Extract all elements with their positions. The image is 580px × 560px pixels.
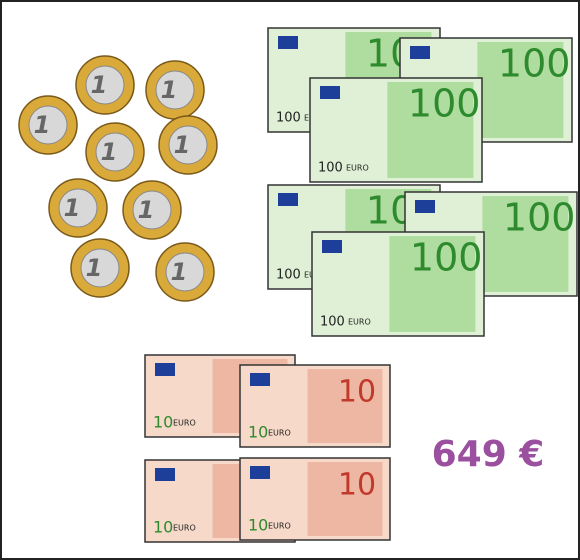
coin-label: 1 [86,254,103,282]
coin-label: 1 [171,258,188,286]
coin-label: 1 [161,76,178,104]
eu-flag [155,468,175,481]
coin-label: 1 [138,196,155,224]
note-value: 100 [498,42,571,86]
note-corner: 10 [153,518,173,537]
coin: 1 [146,61,204,119]
eu-flag [250,373,270,386]
coin-label: 1 [64,194,81,222]
eu-flag [415,200,435,213]
coin-label: 1 [101,138,118,166]
coin: 1 [49,179,107,237]
note-value: 10 [338,468,376,503]
note-value: 10 [338,375,376,410]
eu-flag [278,36,298,49]
coin: 1 [156,243,214,301]
note-currency: EURO [348,318,371,327]
money-illustration: 111111111100100EURO100100EURO100100EURO1… [0,0,580,560]
coin: 1 [19,96,77,154]
note-corner: 100 [320,315,345,330]
coin: 1 [71,239,129,297]
note-currency: EURO [268,429,291,438]
note-corner: 10 [248,423,268,442]
coin: 1 [123,181,181,239]
coin-label: 1 [34,111,51,139]
note-currency: EURO [268,522,291,531]
eu-flag [155,363,175,376]
note-corner: 100 [276,268,301,283]
eu-flag [250,466,270,479]
note-value: 100 [503,196,576,240]
coin: 1 [76,56,134,114]
note-corner: 100 [276,111,301,126]
note-corner: 10 [153,413,173,432]
note-currency: EURO [173,419,196,428]
coin-label: 1 [174,131,191,159]
eu-flag [322,240,342,253]
coin: 1 [86,123,144,181]
eu-flag [278,193,298,206]
note-corner: 10 [248,516,268,535]
coin: 1 [159,116,217,174]
eu-flag [320,86,340,99]
note-value: 100 [410,236,483,280]
eu-flag [410,46,430,59]
note-value: 100 [408,82,481,126]
note-corner: 100 [318,161,343,176]
total-amount: 649 € [432,434,545,475]
note-currency: EURO [173,524,196,533]
note-currency: EURO [346,164,369,173]
coin-label: 1 [91,71,108,99]
